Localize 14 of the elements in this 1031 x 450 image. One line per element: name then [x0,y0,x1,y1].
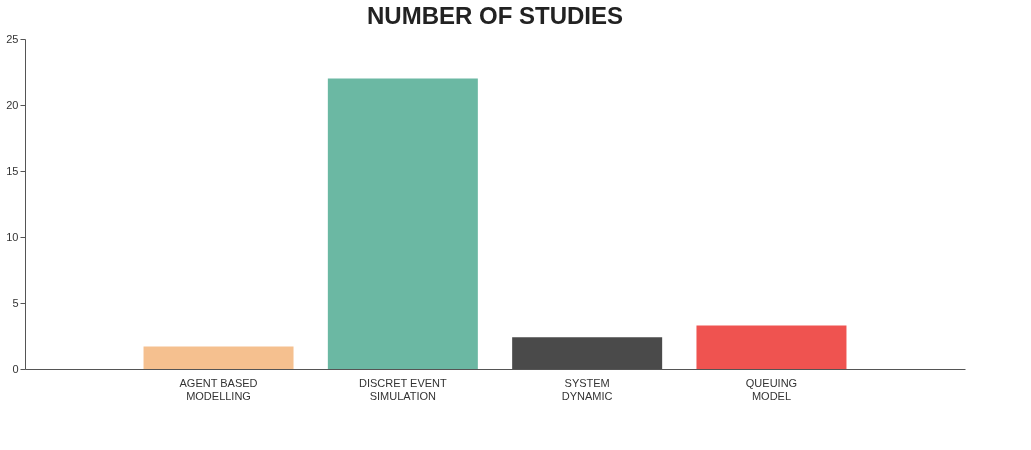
chart-title: NUMBER OF STUDIES [366,2,624,29]
y-tick-label: 15 [6,164,19,177]
x-tick-label: AGENT BASED MODELLING [179,376,258,402]
y-tick-label: 0 [12,362,19,375]
y-tick-label: 10 [6,230,19,243]
bar [143,346,294,369]
x-tick-label: SYSTEM DYNAMIC [561,376,613,402]
y-tick-label: 20 [6,98,19,111]
y-tick-label: 5 [12,296,19,309]
x-tick-label: QUEUING MODEL [745,376,798,402]
y-tick-label: 25 [6,32,19,45]
x-tick-label: DISCRET EVENT SIMULATION [358,376,448,402]
bar [327,78,478,369]
bar [696,325,847,369]
